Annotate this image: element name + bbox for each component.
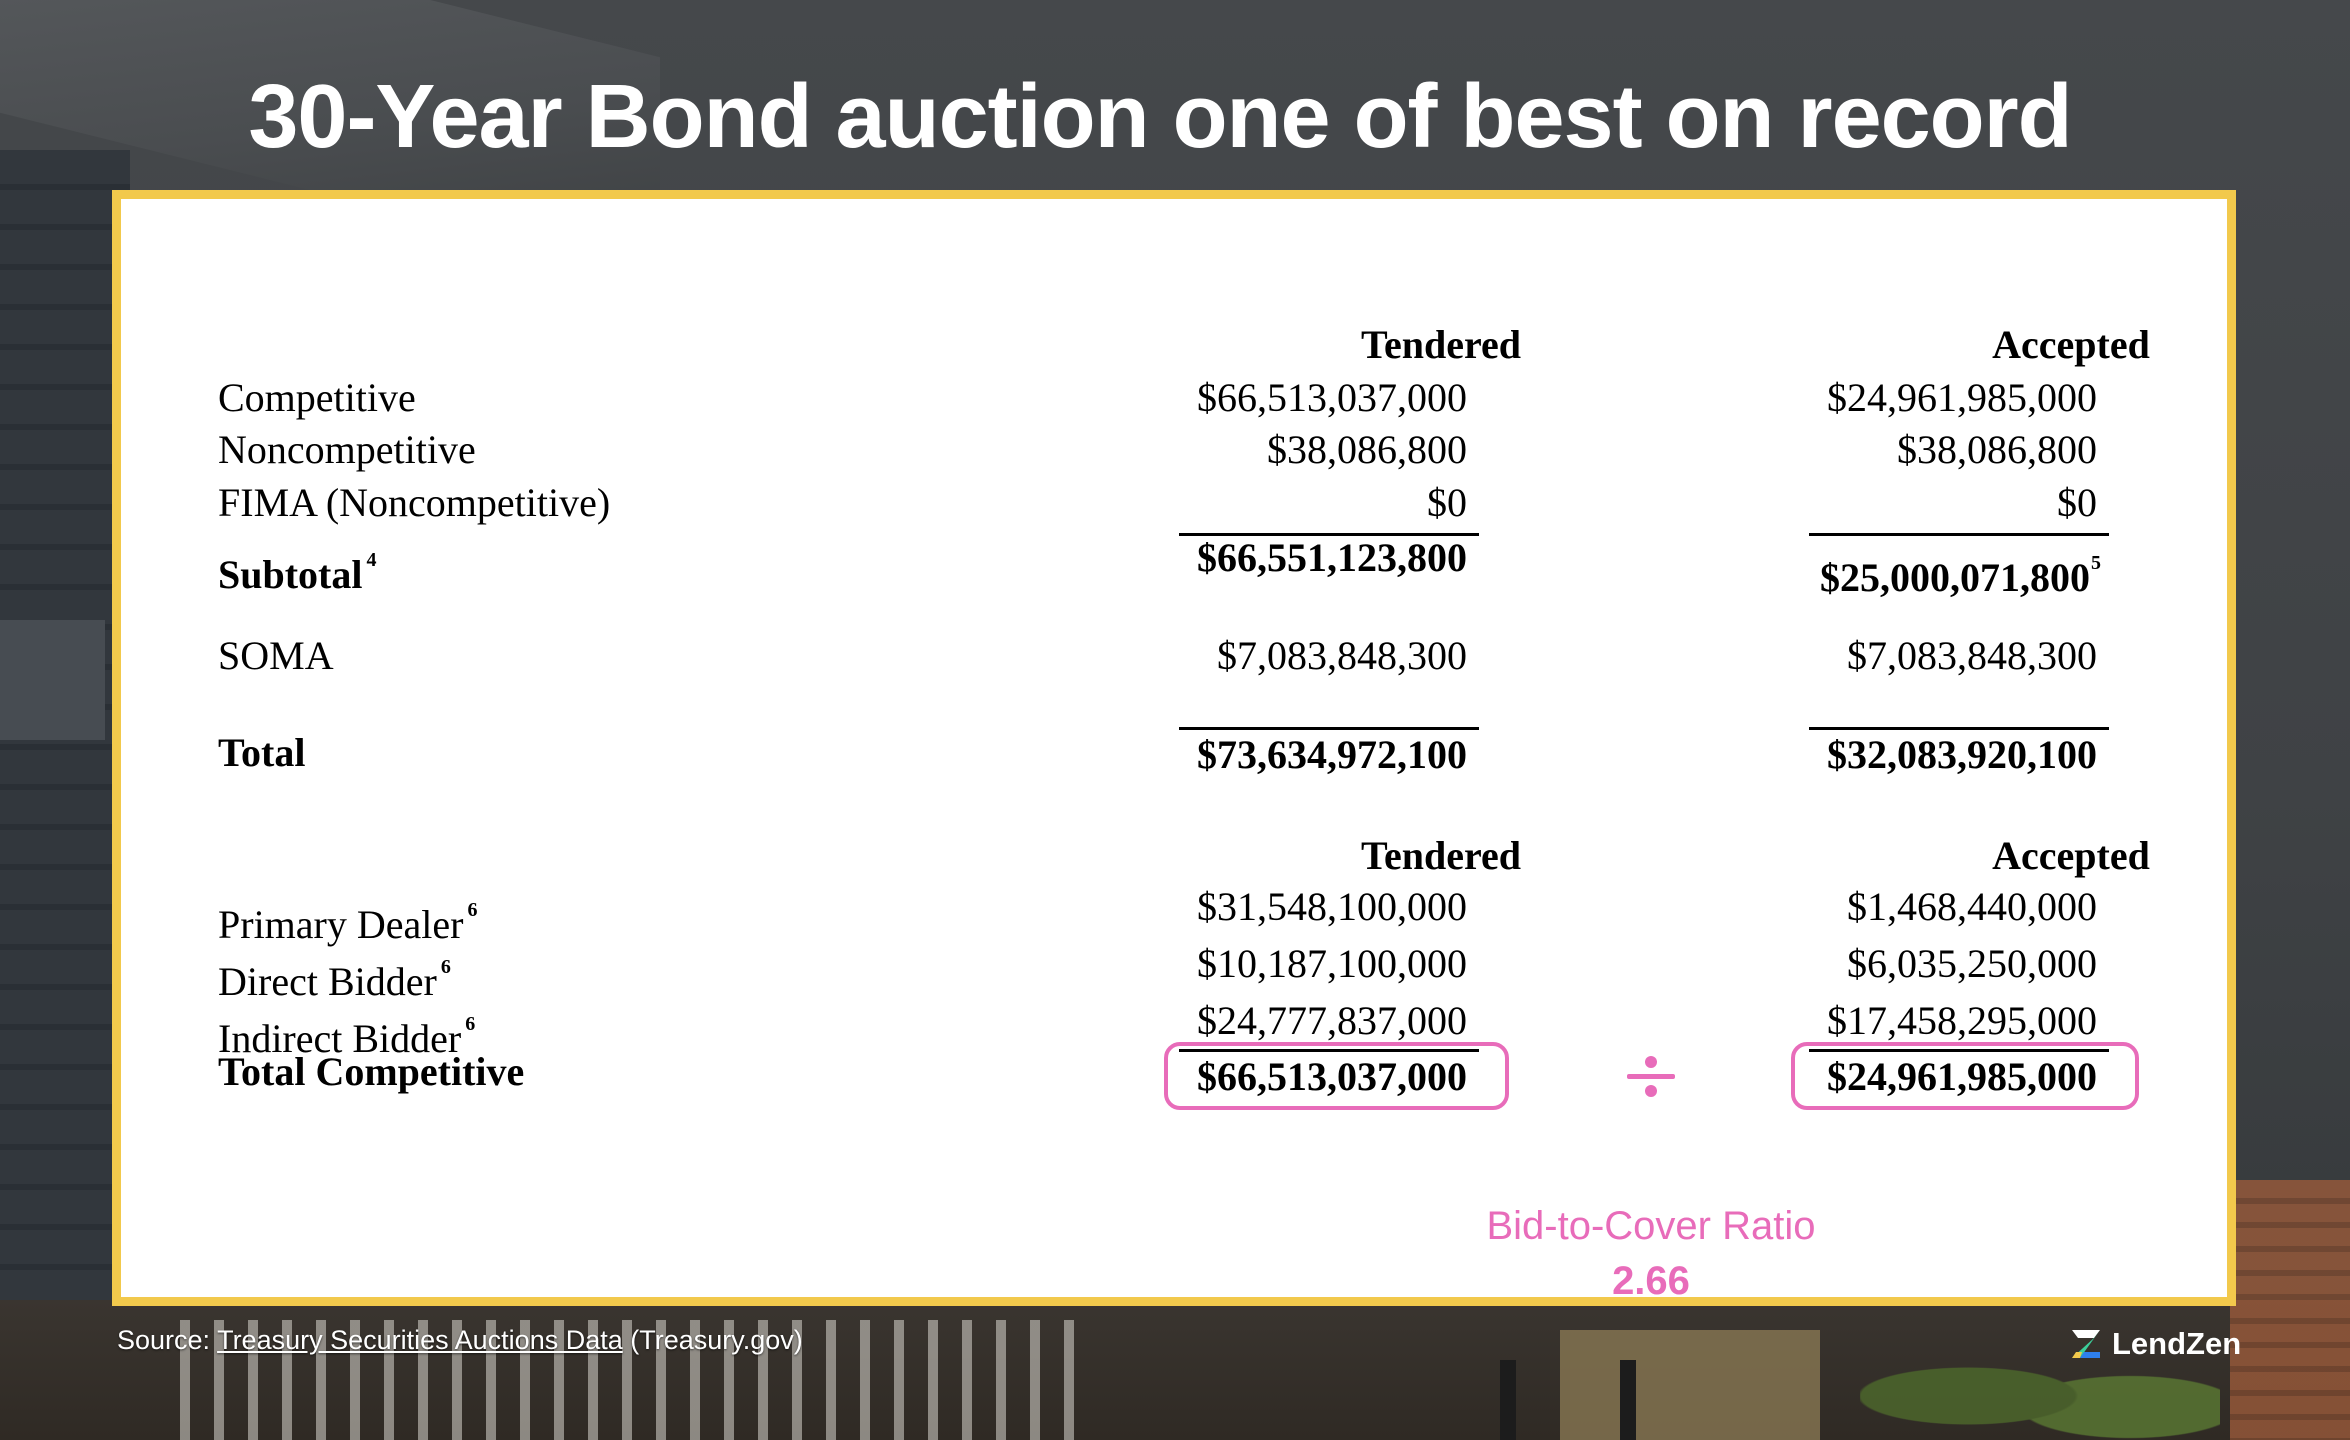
table2-header-accepted: Accepted bbox=[1992, 833, 2150, 878]
row-soma-accepted: $7,083,848,300 bbox=[1847, 633, 2097, 678]
auction-results-panel: Tendered Accepted Competitive $66,513,03… bbox=[112, 190, 2236, 1306]
brand-logo: LendZen bbox=[2068, 1322, 2241, 1366]
row-label-noncompetitive: Noncompetitive bbox=[218, 427, 476, 472]
row-noncompetitive-accepted: $38,086,800 bbox=[1897, 427, 2097, 472]
row-indirect-bidder-accepted: $17,458,295,000 bbox=[1827, 998, 2097, 1043]
row-subtotal-accepted: $25,000,071,8005 bbox=[1820, 552, 2101, 600]
row-total-competitive-accepted: $24,961,985,000 bbox=[1827, 1054, 2097, 1099]
row-direct-bidder-tendered: $10,187,100,000 bbox=[1197, 941, 1467, 986]
footnote-marker: 6 bbox=[465, 1013, 476, 1035]
footnote-marker: 5 bbox=[2091, 552, 2101, 574]
source-suffix: (Treasury.gov) bbox=[622, 1325, 803, 1355]
row-primary-dealer-accepted: $1,468,440,000 bbox=[1847, 884, 2097, 929]
row-label-total: Total bbox=[218, 730, 306, 775]
row-competitive-tendered: $66,513,037,000 bbox=[1197, 375, 1467, 420]
row-total-competitive-tendered: $66,513,037,000 bbox=[1197, 1054, 1467, 1099]
row-fima-tendered: $0 bbox=[1427, 480, 1467, 525]
table1-header-accepted: Accepted bbox=[1992, 322, 2150, 367]
total-competitive-rule-tendered bbox=[1179, 1049, 1479, 1052]
row-total-tendered: $73,634,972,100 bbox=[1197, 732, 1467, 777]
subtotal-rule-tendered bbox=[1179, 533, 1479, 536]
footnote-marker: 6 bbox=[467, 899, 478, 921]
total-rule-accepted bbox=[1809, 727, 2109, 730]
row-label-soma: SOMA bbox=[218, 633, 334, 678]
source-link[interactable]: Treasury Securities Auctions Data bbox=[217, 1325, 623, 1355]
row-fima-accepted: $0 bbox=[2057, 480, 2097, 525]
lendzen-logo-icon bbox=[2072, 1330, 2100, 1358]
source-credit: Source: Treasury Securities Auctions Dat… bbox=[117, 1325, 803, 1356]
bid-to-cover-label: Bid-to-Cover Ratio bbox=[1486, 1204, 1816, 1248]
footnote-marker: 6 bbox=[440, 956, 451, 978]
row-noncompetitive-tendered: $38,086,800 bbox=[1267, 427, 1467, 472]
row-soma-tendered: $7,083,848,300 bbox=[1217, 633, 1467, 678]
divide-icon bbox=[1623, 1053, 1679, 1099]
row-indirect-bidder-tendered: $24,777,837,000 bbox=[1197, 998, 1467, 1043]
row-label-indirect-bidder: Indirect Bidder 6 bbox=[218, 1013, 476, 1061]
row-label-fima: FIMA (Noncompetitive) bbox=[218, 480, 611, 525]
page-title: 30-Year Bond auction one of best on reco… bbox=[248, 67, 2072, 167]
highlight-box-tendered bbox=[1164, 1042, 1509, 1110]
highlight-box-accepted bbox=[1791, 1042, 2139, 1110]
total-competitive-rule-accepted bbox=[1809, 1049, 2109, 1052]
bid-to-cover-value: 2.66 bbox=[1612, 1259, 1690, 1303]
subtotal-rule-accepted bbox=[1809, 533, 2109, 536]
total-rule-tendered bbox=[1179, 727, 1479, 730]
row-competitive-accepted: $24,961,985,000 bbox=[1827, 375, 2097, 420]
row-subtotal-tendered: $66,551,123,800 bbox=[1197, 535, 1467, 580]
table1-header-tendered: Tendered bbox=[1360, 322, 1522, 367]
table2-header-tendered: Tendered bbox=[1360, 833, 1522, 878]
row-total-accepted: $32,083,920,100 bbox=[1827, 732, 2097, 777]
brand-name: LendZen bbox=[2112, 1326, 2242, 1361]
row-direct-bidder-accepted: $6,035,250,000 bbox=[1847, 941, 2097, 986]
row-label-direct-bidder: Direct Bidder 6 bbox=[218, 956, 451, 1004]
source-prefix: Source: bbox=[117, 1325, 218, 1355]
footnote-marker: 4 bbox=[366, 549, 377, 571]
row-label-competitive: Competitive bbox=[218, 375, 416, 420]
row-label-subtotal: Subtotal 4 bbox=[218, 549, 377, 597]
row-label-primary-dealer: Primary Dealer 6 bbox=[218, 899, 478, 947]
row-label-total-competitive: Total Competitive bbox=[218, 1049, 525, 1094]
row-primary-dealer-tendered: $31,548,100,000 bbox=[1197, 884, 1467, 929]
